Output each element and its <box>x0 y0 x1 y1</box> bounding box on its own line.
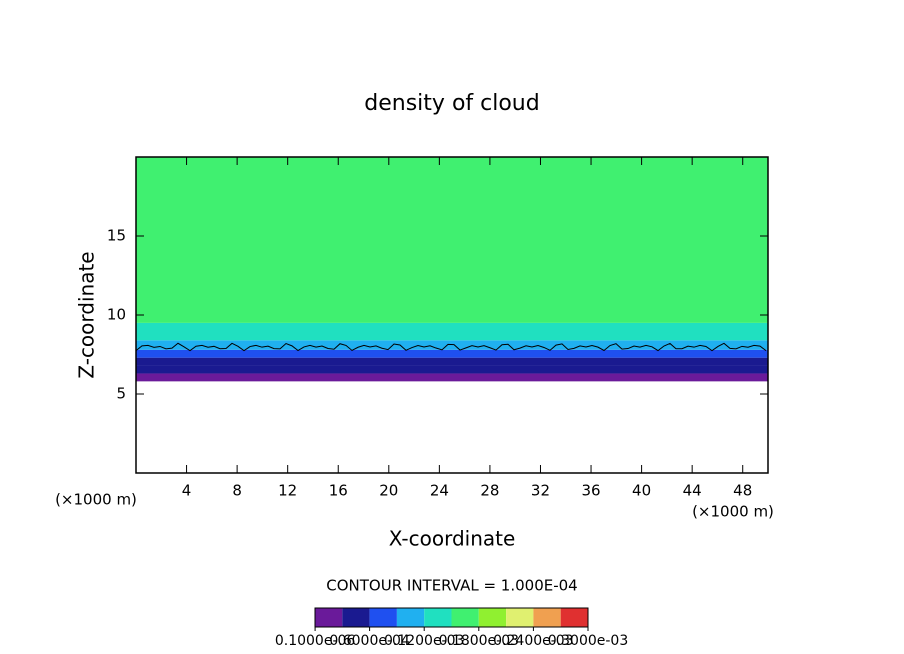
x-tick-label: 24 <box>430 482 449 500</box>
x-tick-label: 4 <box>182 482 192 500</box>
colorbar-swatch <box>424 608 452 627</box>
x-tick-label: 28 <box>480 482 499 500</box>
colorbar-swatch <box>533 608 561 627</box>
cell <box>136 157 768 323</box>
cell <box>136 322 768 341</box>
chart-title: density of cloud <box>364 91 539 116</box>
colorbar-swatch <box>451 608 479 627</box>
colorbar-label: 0.1200e-03 <box>384 633 464 649</box>
cell <box>136 340 768 350</box>
x-tick-label: 20 <box>379 482 398 500</box>
colorbar-label: 0.3000e-03 <box>548 633 628 649</box>
y-tick-label: 10 <box>107 306 126 324</box>
x-unit: (×1000 m) <box>692 503 774 521</box>
contour-line <box>135 342 767 352</box>
cell <box>136 365 768 374</box>
colorbar-swatch <box>396 608 425 627</box>
colorbar-swatch <box>369 608 397 627</box>
y-unit: (×1000 m) <box>55 491 137 509</box>
colorbar-swatch <box>506 608 534 627</box>
colorbar-label: 0.1800e-03 <box>439 633 519 649</box>
x-axis-label: X-coordinate <box>389 527 516 551</box>
y-axis-label: Z-coordinate <box>75 251 99 378</box>
y-tick-label: 15 <box>107 227 126 245</box>
cell <box>136 349 768 358</box>
contour-note: CONTOUR INTERVAL = 1.000E-04 <box>326 577 577 595</box>
colorbar-swatch <box>315 608 343 627</box>
colorbar-swatch <box>478 608 507 627</box>
x-tick-label: 32 <box>531 482 550 500</box>
x-tick-label: 8 <box>232 482 242 500</box>
cell <box>136 373 768 382</box>
cell <box>136 357 768 366</box>
colorbar-label: 0.1000e-06 <box>275 633 356 649</box>
x-tick-label: 36 <box>581 482 600 500</box>
x-tick-label: 40 <box>632 482 651 500</box>
x-tick-label: 48 <box>733 482 752 500</box>
y-tick-label: 5 <box>116 385 126 403</box>
x-tick-label: 16 <box>329 482 348 500</box>
x-tick-label: 12 <box>278 482 297 500</box>
x-tick-label: 44 <box>683 482 702 500</box>
colorbar-swatch <box>342 608 370 627</box>
colorbar-frame <box>314 607 589 628</box>
colorbar-label: 0.2400e-03 <box>493 633 573 649</box>
colorbar-label: 0.6000e-04 <box>329 633 410 649</box>
colorbar-swatch <box>560 608 588 627</box>
